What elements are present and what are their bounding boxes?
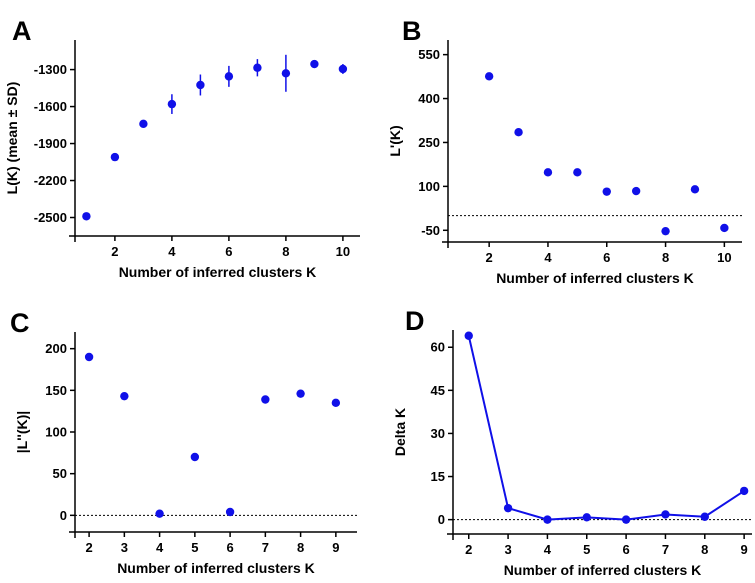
y-axis-title: Delta K xyxy=(392,408,408,456)
data-point xyxy=(190,452,200,462)
y-tick-label: 100 xyxy=(418,179,440,194)
data-point xyxy=(196,80,205,90)
panel-b: B 2 4 6 8 10 -50 100 250 400 550 Number of inferred… xyxy=(387,16,742,286)
data-point xyxy=(661,510,670,519)
x-tick-label: 10 xyxy=(717,250,731,265)
data-point xyxy=(338,64,348,74)
x-tick-label: 7 xyxy=(262,540,269,555)
data-point xyxy=(167,99,177,109)
data-point xyxy=(296,389,305,398)
x-tick-label: 8 xyxy=(282,244,289,259)
y-tick-label: 30 xyxy=(431,426,445,441)
x-tick-label: 10 xyxy=(336,244,350,259)
x-tick-label: 4 xyxy=(544,250,552,265)
data-point xyxy=(690,185,700,194)
panel-letter: B xyxy=(402,16,422,46)
panel-letter: D xyxy=(405,306,425,336)
data-point xyxy=(224,72,234,81)
y-axis-title: L'(K) xyxy=(387,125,403,156)
data-point xyxy=(503,503,513,513)
x-tick-label: 7 xyxy=(662,542,669,557)
x-tick-label: 2 xyxy=(465,542,472,557)
y-tick-label: 0 xyxy=(60,508,67,523)
data-point xyxy=(110,152,120,162)
y-tick-label: 60 xyxy=(431,340,445,355)
y-tick-label: -1900 xyxy=(34,136,67,151)
y-axis-title: |L''(K)| xyxy=(14,411,30,453)
x-tick-label: 2 xyxy=(486,250,493,265)
y-tick-label: -2200 xyxy=(34,173,67,188)
x-tick-label: 9 xyxy=(741,542,748,557)
data-point xyxy=(464,331,473,340)
y-tick-label: -1300 xyxy=(34,62,67,77)
data-point xyxy=(310,59,319,69)
y-tick-label: 150 xyxy=(45,383,67,398)
x-tick-label: 5 xyxy=(583,542,590,557)
data-point xyxy=(331,398,341,408)
data-point xyxy=(602,187,611,196)
y-axis-title: L(K) (mean ± SD) xyxy=(4,82,20,195)
x-tick-label: 6 xyxy=(226,540,233,555)
data-point xyxy=(84,352,94,362)
data-point xyxy=(543,515,552,524)
y-tick-label: 100 xyxy=(45,425,67,440)
x-tick-label: 8 xyxy=(297,540,304,555)
series-line xyxy=(467,335,745,521)
y-tick-label: 50 xyxy=(53,466,67,481)
data-point xyxy=(120,391,129,401)
y-tick-label: 45 xyxy=(431,383,445,398)
data-point xyxy=(225,507,235,517)
x-tick-label: 3 xyxy=(504,542,511,557)
panel-letter: A xyxy=(12,16,32,46)
panel-c: C 2 3 4 5 6 7 8 9 0 50 100 150 200 Number of inferred … xyxy=(10,308,357,576)
data-point xyxy=(720,223,729,233)
y-tick-label: 250 xyxy=(418,135,440,150)
y-tick-label: -2500 xyxy=(34,210,67,225)
data-point xyxy=(82,212,91,221)
y-tick-label: -1600 xyxy=(34,99,67,114)
y-tick-label: -50 xyxy=(421,223,440,238)
x-axis-title: Number of inferred clusters K xyxy=(117,560,315,576)
data-point xyxy=(484,72,494,81)
data-point xyxy=(543,168,553,177)
x-axis-title: Number of inferred clusters K xyxy=(504,562,702,578)
data-point xyxy=(261,395,270,404)
data-point xyxy=(281,69,291,78)
y-tick-label: 15 xyxy=(431,469,445,484)
x-tick-label: 4 xyxy=(168,244,176,259)
y-tick-label: 550 xyxy=(418,47,440,62)
panel-a: A 2 4 6 8 10 -2500 -2200 -1900 -1600 -1300 Number o… xyxy=(4,16,360,280)
y-tick-label: 200 xyxy=(45,341,67,356)
data-point xyxy=(582,513,591,522)
data-point xyxy=(621,515,631,524)
x-tick-label: 9 xyxy=(332,540,339,555)
data-point xyxy=(573,168,582,177)
data-point xyxy=(139,119,148,129)
data-point xyxy=(631,186,641,196)
x-tick-label: 4 xyxy=(544,542,552,557)
data-point xyxy=(155,509,164,518)
x-axis-title: Number of inferred clusters K xyxy=(119,264,317,280)
data-point xyxy=(514,128,523,137)
x-tick-label: 2 xyxy=(111,244,118,259)
data-point xyxy=(253,63,262,72)
x-tick-label: 8 xyxy=(701,542,708,557)
x-tick-label: 6 xyxy=(622,542,629,557)
data-point xyxy=(700,512,709,521)
x-tick-label: 6 xyxy=(603,250,610,265)
x-axis-title: Number of inferred clusters K xyxy=(496,270,694,286)
data-point xyxy=(739,486,749,496)
x-tick-label: 3 xyxy=(121,540,128,555)
x-tick-label: 5 xyxy=(191,540,198,555)
x-tick-label: 6 xyxy=(225,244,232,259)
data-point xyxy=(661,226,670,236)
x-tick-label: 2 xyxy=(85,540,92,555)
y-tick-label: 400 xyxy=(418,91,440,106)
x-tick-label: 4 xyxy=(156,540,164,555)
panel-letter: C xyxy=(10,308,30,338)
y-tick-label: 0 xyxy=(438,512,445,527)
x-tick-label: 8 xyxy=(662,250,669,265)
